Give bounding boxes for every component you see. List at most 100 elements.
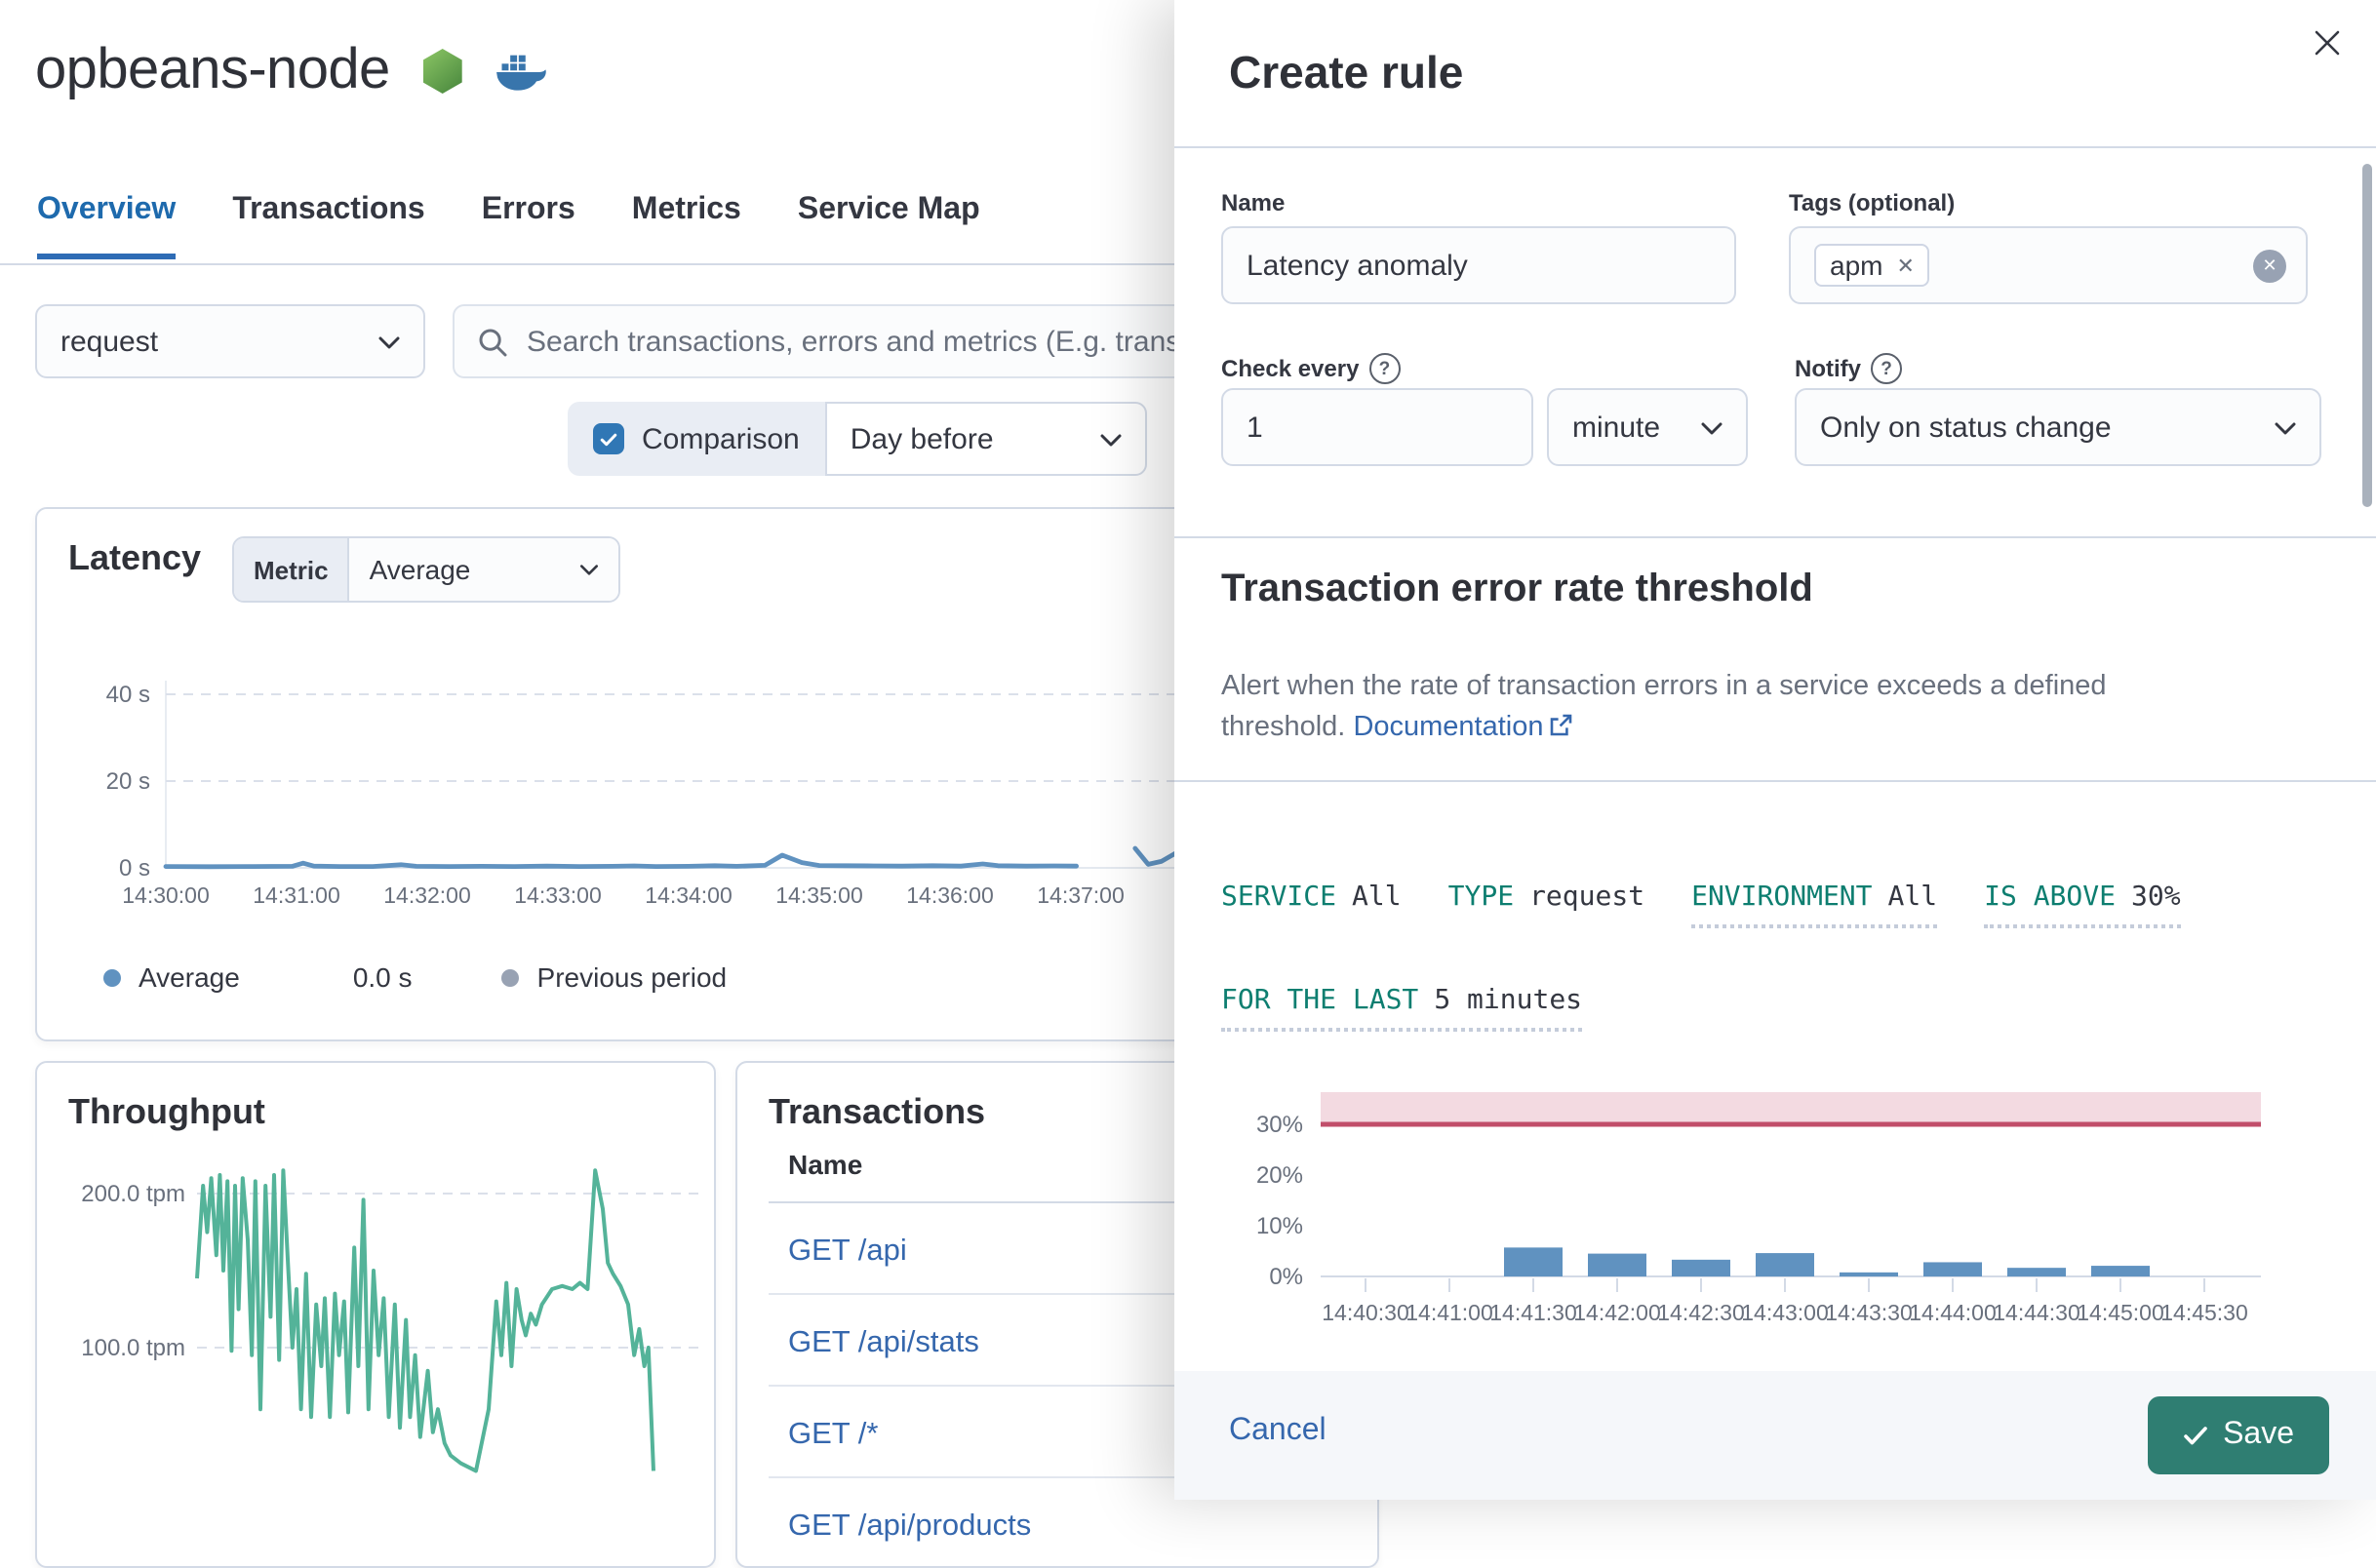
svg-text:14:43:30: 14:43:30	[1825, 1300, 1913, 1325]
svg-text:14:31:00: 14:31:00	[253, 882, 340, 908]
svg-text:30%: 30%	[1256, 1112, 1303, 1138]
remove-tag-icon[interactable]: ✕	[1896, 255, 1915, 278]
svg-text:40 s: 40 s	[106, 682, 150, 708]
transactions-name-header[interactable]: Name	[769, 1149, 1377, 1203]
transactions-panel-title: Transactions	[769, 1092, 986, 1131]
throughput-panel-title: Throughput	[68, 1092, 265, 1131]
tag-pill: apm ✕	[1814, 244, 1930, 287]
error-rate-preview-chart: 0%10%20%30%14:40:3014:41:0014:41:3014:42…	[1256, 1092, 2261, 1325]
svg-text:0 s: 0 s	[119, 855, 150, 882]
notify-select[interactable]: Only on status change	[1795, 388, 2321, 466]
throughput-chart: 200.0 tpm 100.0 tpm	[81, 1168, 704, 1473]
close-icon[interactable]	[2312, 23, 2351, 62]
flyout-header-divider	[1174, 146, 2376, 148]
average-current-value: 0.0 s	[352, 961, 413, 993]
section-divider	[1174, 780, 2376, 782]
check-every-value: 1	[1247, 411, 1263, 444]
svg-text:200.0 tpm: 200.0 tpm	[81, 1181, 185, 1207]
latency-metric-select[interactable]: Metric Average	[232, 536, 621, 603]
flyout-scrollbar[interactable]	[2362, 164, 2372, 507]
svg-text:14:43:00: 14:43:00	[1741, 1300, 1829, 1325]
tags-combobox[interactable]: apm ✕ ✕	[1789, 226, 2308, 304]
svg-text:20%: 20%	[1256, 1162, 1303, 1189]
previous-period-legend-label[interactable]: Previous period	[536, 961, 728, 993]
chevron-down-icon	[580, 565, 599, 575]
svg-text:14:41:00: 14:41:00	[1406, 1300, 1493, 1325]
svg-text:14:35:00: 14:35:00	[775, 882, 863, 908]
transaction-link[interactable]: GET /api/stats	[769, 1295, 1377, 1387]
rule-expression-row: FOR THE LAST 5 minutes	[1221, 985, 1583, 1032]
chevron-down-icon	[1701, 421, 1723, 434]
tab-errors[interactable]: Errors	[481, 193, 575, 226]
metric-value: Average	[369, 554, 471, 585]
flyout-title: Create rule	[1229, 47, 1464, 98]
section-divider	[1174, 536, 2376, 538]
rule-name-input[interactable]: Latency anomaly	[1221, 226, 1736, 304]
svg-text:14:45:00: 14:45:00	[2077, 1300, 2164, 1325]
notify-value: Only on status change	[1820, 411, 2112, 444]
check-every-label: Check every ?	[1221, 353, 1401, 384]
comparison-group: Comparison Day before	[568, 402, 1147, 476]
search-placeholder: Search transactions, errors and metrics …	[527, 325, 1197, 358]
average-legend-dot	[103, 968, 121, 986]
latency-chart: 0 s 20 s 40 s 14:30:00 14:31:00 14:32:00 14:33…	[106, 681, 1204, 908]
svg-text:14:45:30: 14:45:30	[2160, 1300, 2248, 1325]
tab-service-map[interactable]: Service Map	[797, 193, 980, 226]
save-button[interactable]: Save	[2147, 1396, 2329, 1474]
svg-text:20 s: 20 s	[106, 768, 150, 795]
transaction-link[interactable]: GET /api	[769, 1203, 1377, 1295]
page-header: opbeans-node	[35, 39, 546, 103]
svg-text:14:40:30: 14:40:30	[1322, 1300, 1409, 1325]
create-rule-flyout: Create rule Name Tags (optional) Latency…	[1174, 0, 2376, 1500]
average-legend-label[interactable]: Average	[139, 961, 240, 993]
page-title: opbeans-node	[35, 39, 390, 101]
tab-transactions[interactable]: Transactions	[232, 193, 425, 226]
throughput-panel: 200.0 tpm 100.0 tpm Throughput	[35, 1061, 716, 1568]
notify-label: Notify ?	[1795, 353, 1902, 384]
tab-overview[interactable]: Overview	[37, 193, 177, 259]
external-link-icon	[1550, 713, 1573, 736]
previous-period-legend-dot	[501, 968, 520, 986]
documentation-link[interactable]: Documentation	[1353, 711, 1572, 742]
comparison-value: Day before	[850, 422, 994, 455]
rule-name-label: Name	[1221, 189, 1286, 216]
transaction-link[interactable]: GET /*	[769, 1387, 1377, 1478]
tab-bar: Overview Transactions Errors Metrics Ser…	[37, 193, 980, 259]
svg-text:14:34:00: 14:34:00	[645, 882, 733, 908]
metric-label: Metric	[234, 538, 350, 601]
svg-text:14:41:30: 14:41:30	[1489, 1300, 1577, 1325]
svg-text:14:44:00: 14:44:00	[1909, 1300, 1997, 1325]
transaction-type-select[interactable]: request	[35, 304, 425, 378]
svg-text:14:33:00: 14:33:00	[514, 882, 602, 908]
expression-for-the-last[interactable]: FOR THE LAST 5 minutes	[1221, 985, 1583, 1032]
cancel-button[interactable]: Cancel	[1229, 1414, 1327, 1447]
latency-panel: 0 s 20 s 40 s 14:30:00 14:31:00 14:32:00 14:33…	[35, 507, 1206, 1041]
svg-text:14:32:00: 14:32:00	[383, 882, 471, 908]
expression-service: SERVICE All	[1221, 882, 1402, 913]
tag-label: apm	[1830, 250, 1883, 281]
tab-metrics[interactable]: Metrics	[631, 193, 741, 226]
comparison-checkbox[interactable]: Comparison	[568, 402, 825, 476]
svg-text:14:44:30: 14:44:30	[1993, 1300, 2080, 1325]
help-icon[interactable]: ?	[1871, 353, 1902, 384]
check-icon	[2183, 1426, 2206, 1444]
svg-text:14:42:00: 14:42:00	[1573, 1300, 1661, 1325]
expression-is-above[interactable]: IS ABOVE 30%	[1984, 882, 2181, 928]
search-icon	[479, 328, 507, 356]
check-every-input[interactable]: 1	[1221, 388, 1533, 466]
comparison-select[interactable]: Day before	[824, 402, 1147, 476]
checkbox-checked-icon	[593, 423, 624, 454]
svg-text:100.0 tpm: 100.0 tpm	[81, 1335, 185, 1361]
latency-panel-title: Latency	[68, 538, 202, 577]
expression-environment[interactable]: ENVIRONMENT All	[1691, 882, 1938, 928]
svg-text:10%: 10%	[1256, 1213, 1303, 1239]
help-icon[interactable]: ?	[1368, 353, 1401, 384]
clear-tags-icon[interactable]: ✕	[2253, 249, 2286, 282]
expression-type: TYPE request	[1447, 882, 1645, 913]
tags-label: Tags (optional)	[1789, 189, 1956, 216]
rule-name-value: Latency anomaly	[1247, 249, 1468, 282]
transaction-type-value: request	[60, 325, 159, 358]
check-every-unit-select[interactable]: minute	[1547, 388, 1748, 466]
latency-legend: Average 0.0 s Previous period	[103, 961, 727, 993]
